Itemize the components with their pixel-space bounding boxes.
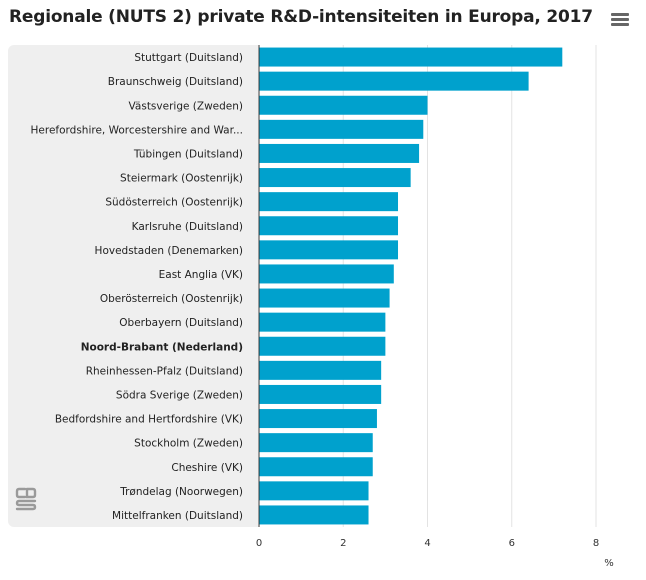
category-label: Stockholm (Zweden) [134,438,243,450]
category-labels: Stuttgart (Duitsland) Braunschweig (Duits… [31,52,244,522]
category-label: Hovedstaden (Denemarken) [95,245,243,257]
bar[interactable] [259,433,373,453]
bar[interactable] [259,71,529,91]
bar[interactable] [259,240,399,260]
category-label: Tübingen (Duitsland) [133,148,243,160]
bar[interactable] [259,360,382,380]
cbs-logo-icon [15,487,37,511]
x-tick-labels: 0 2 4 6 8 [256,538,599,549]
bar[interactable] [259,264,394,284]
bar[interactable] [259,312,386,332]
bar[interactable] [259,409,377,429]
category-label: Oberbayern (Duitsland) [119,317,243,329]
category-label: Trøndelag (Noorwegen) [119,486,243,498]
category-label: East Anglia (VK) [159,269,243,281]
category-label: Bedfordshire and Hertfordshire (VK) [55,414,243,426]
category-label: Oberösterreich (Oostenrijk) [100,293,243,305]
x-tick-label: 0 [256,538,262,549]
category-label: Rheinhessen-Pfalz (Duitsland) [86,365,243,377]
bar[interactable] [259,336,386,356]
bars [259,47,563,525]
category-label-panel [8,45,258,527]
hamburger-menu-icon[interactable] [611,13,629,27]
x-tick-label: 6 [509,538,515,549]
chart-title: Regionale (NUTS 2) private R&D-intensite… [9,7,593,27]
bar[interactable] [259,192,399,212]
category-label: Braunschweig (Duitsland) [108,76,243,88]
bar[interactable] [259,457,373,477]
category-label: Karlsruhe (Duitsland) [132,221,243,233]
category-label: Västsverige (Zweden) [129,100,243,112]
category-label: Södra Sverige (Zweden) [116,389,243,401]
category-label: Stuttgart (Duitsland) [134,52,243,64]
category-label: Steiermark (Oostenrijk) [120,173,243,185]
category-label: Noord-Brabant (Nederland) [81,341,243,353]
bar[interactable] [259,505,369,525]
x-tick-label: 2 [340,538,346,549]
bar[interactable] [259,216,399,236]
category-label: Cheshire (VK) [171,462,243,474]
x-tick-label: 8 [593,538,599,549]
bar[interactable] [259,481,369,501]
bar[interactable] [259,47,563,67]
x-axis-unit-label: % [604,558,614,569]
category-label: Südösterreich (Oostenrijk) [105,197,243,209]
bar[interactable] [259,119,424,139]
bar[interactable] [259,384,382,404]
bar[interactable] [259,143,420,163]
category-label: Mittelfranken (Duitsland) [112,510,243,522]
bar[interactable] [259,288,390,308]
category-label: Herefordshire, Worcestershire and War... [31,124,244,136]
bar[interactable] [259,168,411,188]
bar[interactable] [259,95,428,115]
gridlines [342,45,597,527]
x-tick-label: 4 [424,538,430,549]
